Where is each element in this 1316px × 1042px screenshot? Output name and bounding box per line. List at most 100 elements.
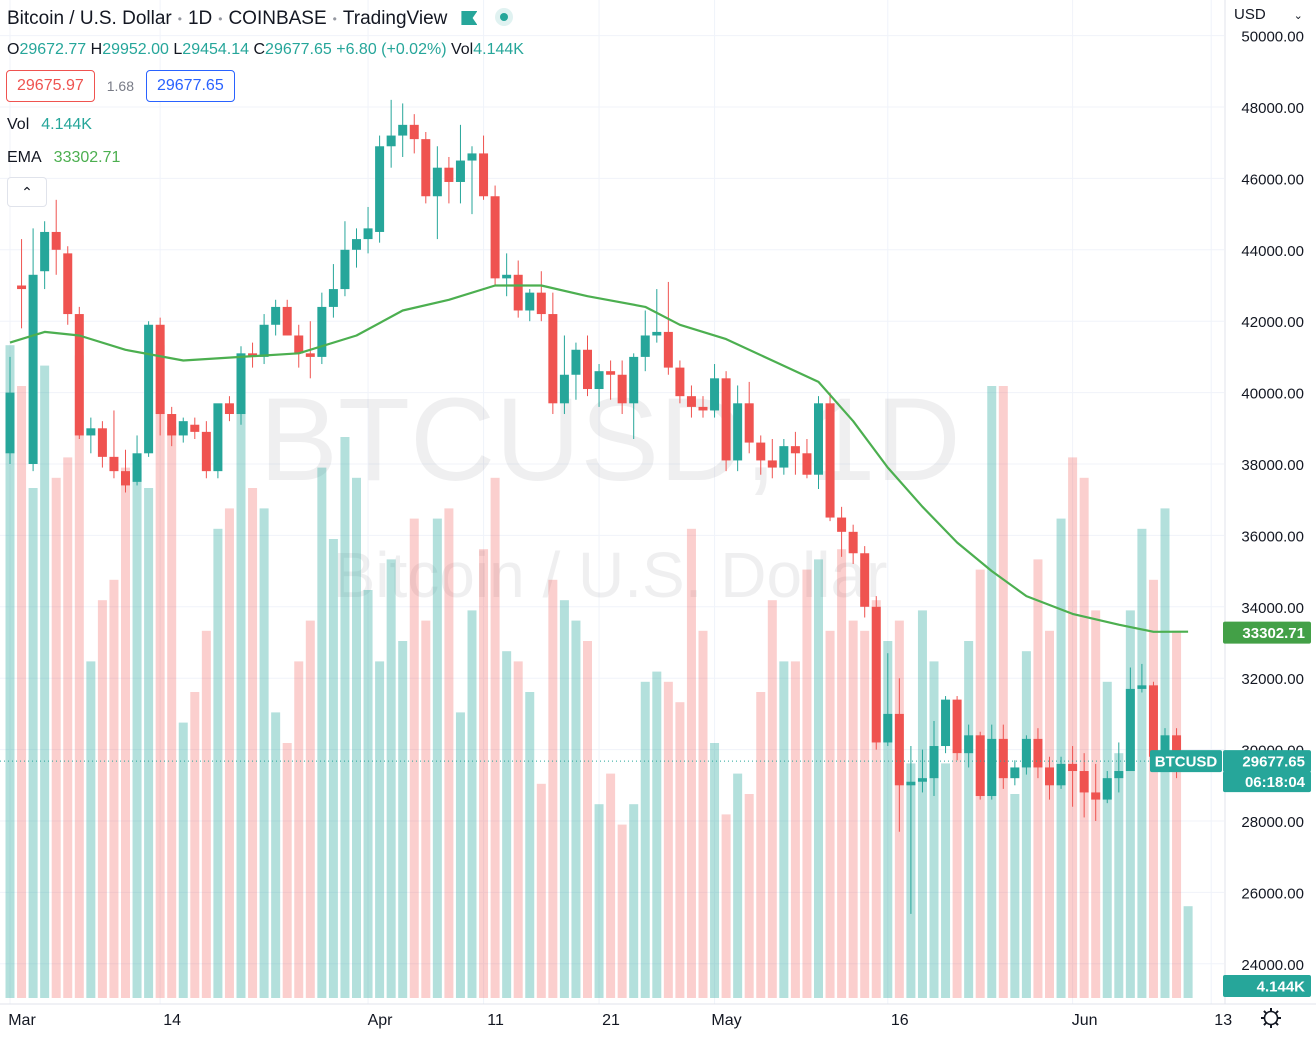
collapse-legend-button[interactable]: ⌃ bbox=[7, 177, 47, 207]
flag-icon[interactable] bbox=[461, 11, 478, 25]
volume-bar bbox=[74, 355, 84, 998]
candle-body bbox=[814, 403, 823, 475]
gear-icon[interactable] bbox=[1263, 1010, 1279, 1026]
volume-bar bbox=[236, 365, 246, 999]
volume-bar bbox=[421, 620, 431, 998]
chevron-down-icon: ⌄ bbox=[1293, 10, 1303, 22]
candle-body bbox=[121, 471, 130, 486]
candle-body bbox=[479, 153, 489, 197]
volume-bar bbox=[952, 753, 962, 998]
candle-body bbox=[1160, 735, 1170, 757]
volume-bar bbox=[444, 508, 454, 998]
candle-body bbox=[236, 353, 246, 415]
symbol-legend: Bitcoin / U.S. Dollar • 1D • COINBASE • Tradin… bbox=[7, 8, 514, 30]
candle-body bbox=[594, 371, 604, 390]
candle-body bbox=[790, 446, 800, 454]
volume-bar bbox=[479, 549, 489, 998]
currency-selector[interactable]: USD ⌄ bbox=[1234, 6, 1303, 23]
candle-body bbox=[467, 153, 477, 161]
ema-line bbox=[9, 284, 1189, 633]
volume-bar bbox=[779, 661, 789, 998]
candle-body bbox=[259, 324, 269, 357]
volume-bar bbox=[698, 630, 708, 998]
market-status-icon[interactable] bbox=[495, 8, 514, 26]
volume-bar bbox=[837, 549, 847, 998]
candle-body bbox=[167, 414, 177, 436]
candle-body bbox=[1068, 763, 1078, 772]
volume-bar bbox=[1010, 794, 1020, 998]
volume-bar bbox=[86, 661, 96, 998]
ohlc-values: O29672.77 H29952.00 L29454.14 C29677.65 … bbox=[7, 41, 524, 59]
candle-body bbox=[1114, 771, 1124, 779]
gear-icon-tooth bbox=[1263, 1022, 1267, 1026]
candle-body bbox=[1102, 778, 1112, 800]
volume-bar bbox=[178, 722, 188, 998]
x-tick-label: Mar bbox=[8, 1012, 36, 1029]
volume-bar bbox=[652, 671, 662, 998]
volume-bar bbox=[340, 437, 350, 998]
watermark-description: Bitcoin / U.S. Dollar bbox=[333, 539, 888, 611]
low-value: 29454.14 bbox=[182, 41, 250, 58]
countdown-tag: 06:18:04 bbox=[1245, 774, 1306, 791]
volume-value-tag-bg bbox=[1223, 975, 1311, 997]
candle-body bbox=[1172, 735, 1182, 761]
volume-bar bbox=[294, 661, 304, 998]
volume-bar bbox=[1021, 651, 1031, 998]
volume-bar bbox=[248, 488, 258, 998]
candle-body bbox=[571, 349, 581, 375]
interval-label[interactable]: 1D bbox=[187, 8, 213, 29]
x-tick-label: 14 bbox=[163, 1012, 181, 1029]
sell-button[interactable]: 29675.97 bbox=[6, 70, 95, 102]
y-tick-label: 24000.00 bbox=[1241, 957, 1304, 974]
indicator-value: 33302.71 bbox=[53, 149, 121, 166]
candle-body bbox=[213, 403, 223, 472]
candle-body bbox=[1125, 688, 1135, 772]
candle-body bbox=[536, 292, 546, 315]
buy-button[interactable]: 29677.65 bbox=[145, 70, 235, 102]
candle-body bbox=[132, 453, 142, 482]
candle-body bbox=[906, 781, 916, 786]
y-tick-label: 32000.00 bbox=[1241, 671, 1304, 688]
candle-body bbox=[860, 553, 870, 607]
y-tick-label: 36000.00 bbox=[1241, 528, 1304, 545]
volume-bar bbox=[398, 641, 408, 998]
symbol-tag-bg bbox=[1150, 750, 1222, 773]
candle-body bbox=[987, 738, 997, 797]
volume-bar bbox=[363, 590, 373, 998]
exchange-label: COINBASE bbox=[228, 8, 327, 29]
volume-bar bbox=[559, 600, 569, 998]
candle-body bbox=[1091, 792, 1101, 800]
indicator-ema[interactable]: EMA 33302.71 bbox=[7, 149, 120, 167]
high-label: H bbox=[90, 41, 103, 58]
volume-bar bbox=[109, 579, 119, 998]
candle-body bbox=[837, 517, 847, 532]
candle-body bbox=[1045, 767, 1054, 786]
indicator-vol[interactable]: Vol 4.144K bbox=[7, 116, 92, 134]
volume-bar bbox=[987, 386, 997, 998]
candle-body bbox=[1056, 763, 1066, 786]
volume-bar bbox=[848, 620, 858, 998]
candle-body bbox=[894, 713, 904, 786]
volume-bar bbox=[224, 508, 234, 998]
x-tick-label: 13 bbox=[1214, 1012, 1232, 1029]
volume-bar bbox=[606, 773, 616, 998]
volume-bar bbox=[802, 569, 812, 998]
volume-bar bbox=[352, 477, 361, 998]
candle-body bbox=[455, 160, 465, 182]
volume-bar bbox=[675, 702, 685, 998]
vol-label: Vol bbox=[450, 41, 474, 58]
change-value: +6.80 (+0.02%) bbox=[336, 41, 447, 58]
volume-bar bbox=[790, 661, 800, 998]
volume-bar bbox=[63, 457, 73, 998]
volume-bar bbox=[121, 467, 130, 999]
symbol-title[interactable]: Bitcoin / U.S. Dollar bbox=[7, 8, 172, 29]
candle-body bbox=[825, 403, 835, 518]
volume-bar bbox=[756, 692, 766, 998]
volume-bar bbox=[409, 518, 419, 998]
y-tick-label: 44000.00 bbox=[1241, 243, 1304, 260]
candle-body bbox=[917, 778, 927, 782]
volume-bar bbox=[386, 559, 396, 998]
candle-body bbox=[63, 253, 73, 315]
